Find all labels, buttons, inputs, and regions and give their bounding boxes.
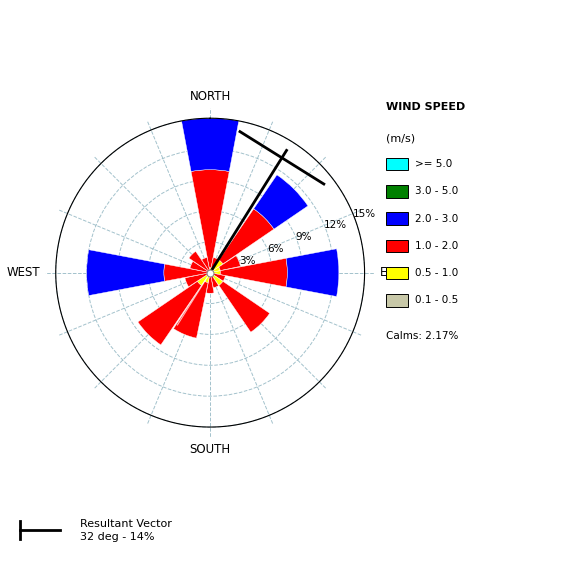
Bar xyxy=(210,267,220,273)
Bar xyxy=(210,257,219,273)
Bar xyxy=(220,258,287,287)
Text: 0.1 - 0.5: 0.1 - 0.5 xyxy=(415,295,458,306)
Bar xyxy=(210,273,223,285)
Text: WEST: WEST xyxy=(7,266,40,279)
Bar xyxy=(206,273,214,293)
Text: 3%: 3% xyxy=(239,256,255,266)
Bar xyxy=(182,118,239,172)
Text: SOUTH: SOUTH xyxy=(190,442,231,456)
Bar xyxy=(219,281,270,332)
Bar xyxy=(254,175,308,229)
Bar xyxy=(219,209,274,264)
Bar xyxy=(209,268,211,273)
Text: 1.0 - 2.0: 1.0 - 2.0 xyxy=(415,241,458,251)
Text: EAST: EAST xyxy=(380,266,410,279)
Text: 15%: 15% xyxy=(353,208,376,219)
Text: 32 deg - 14%: 32 deg - 14% xyxy=(80,532,154,542)
Bar xyxy=(202,257,210,273)
Text: Resultant Vector: Resultant Vector xyxy=(80,519,172,529)
Text: 3.0 - 5.0: 3.0 - 5.0 xyxy=(415,186,458,197)
Bar xyxy=(191,170,229,268)
Bar xyxy=(210,260,223,273)
Bar xyxy=(185,273,210,287)
Bar xyxy=(138,281,202,345)
Text: 9%: 9% xyxy=(296,232,312,242)
Bar xyxy=(210,273,225,281)
Text: Calms: 2.17%: Calms: 2.17% xyxy=(386,331,458,341)
Bar xyxy=(198,273,210,285)
Text: (m/s): (m/s) xyxy=(386,133,415,144)
Text: 2.0 - 3.0: 2.0 - 3.0 xyxy=(415,214,458,224)
Text: WIND SPEED: WIND SPEED xyxy=(386,102,466,112)
Bar xyxy=(286,249,339,296)
Text: 12%: 12% xyxy=(324,220,348,231)
Bar xyxy=(164,264,210,281)
Bar xyxy=(210,271,220,274)
Text: 0.5 - 1.0: 0.5 - 1.0 xyxy=(415,268,458,278)
Bar xyxy=(219,256,240,270)
Bar xyxy=(174,281,208,338)
Text: NORTH: NORTH xyxy=(190,90,231,103)
Bar xyxy=(189,252,210,273)
Bar xyxy=(204,273,210,283)
Text: >= 5.0: >= 5.0 xyxy=(415,159,452,169)
Bar xyxy=(86,250,165,295)
Bar xyxy=(190,261,210,273)
Text: 6%: 6% xyxy=(267,244,284,254)
Bar xyxy=(210,273,219,288)
